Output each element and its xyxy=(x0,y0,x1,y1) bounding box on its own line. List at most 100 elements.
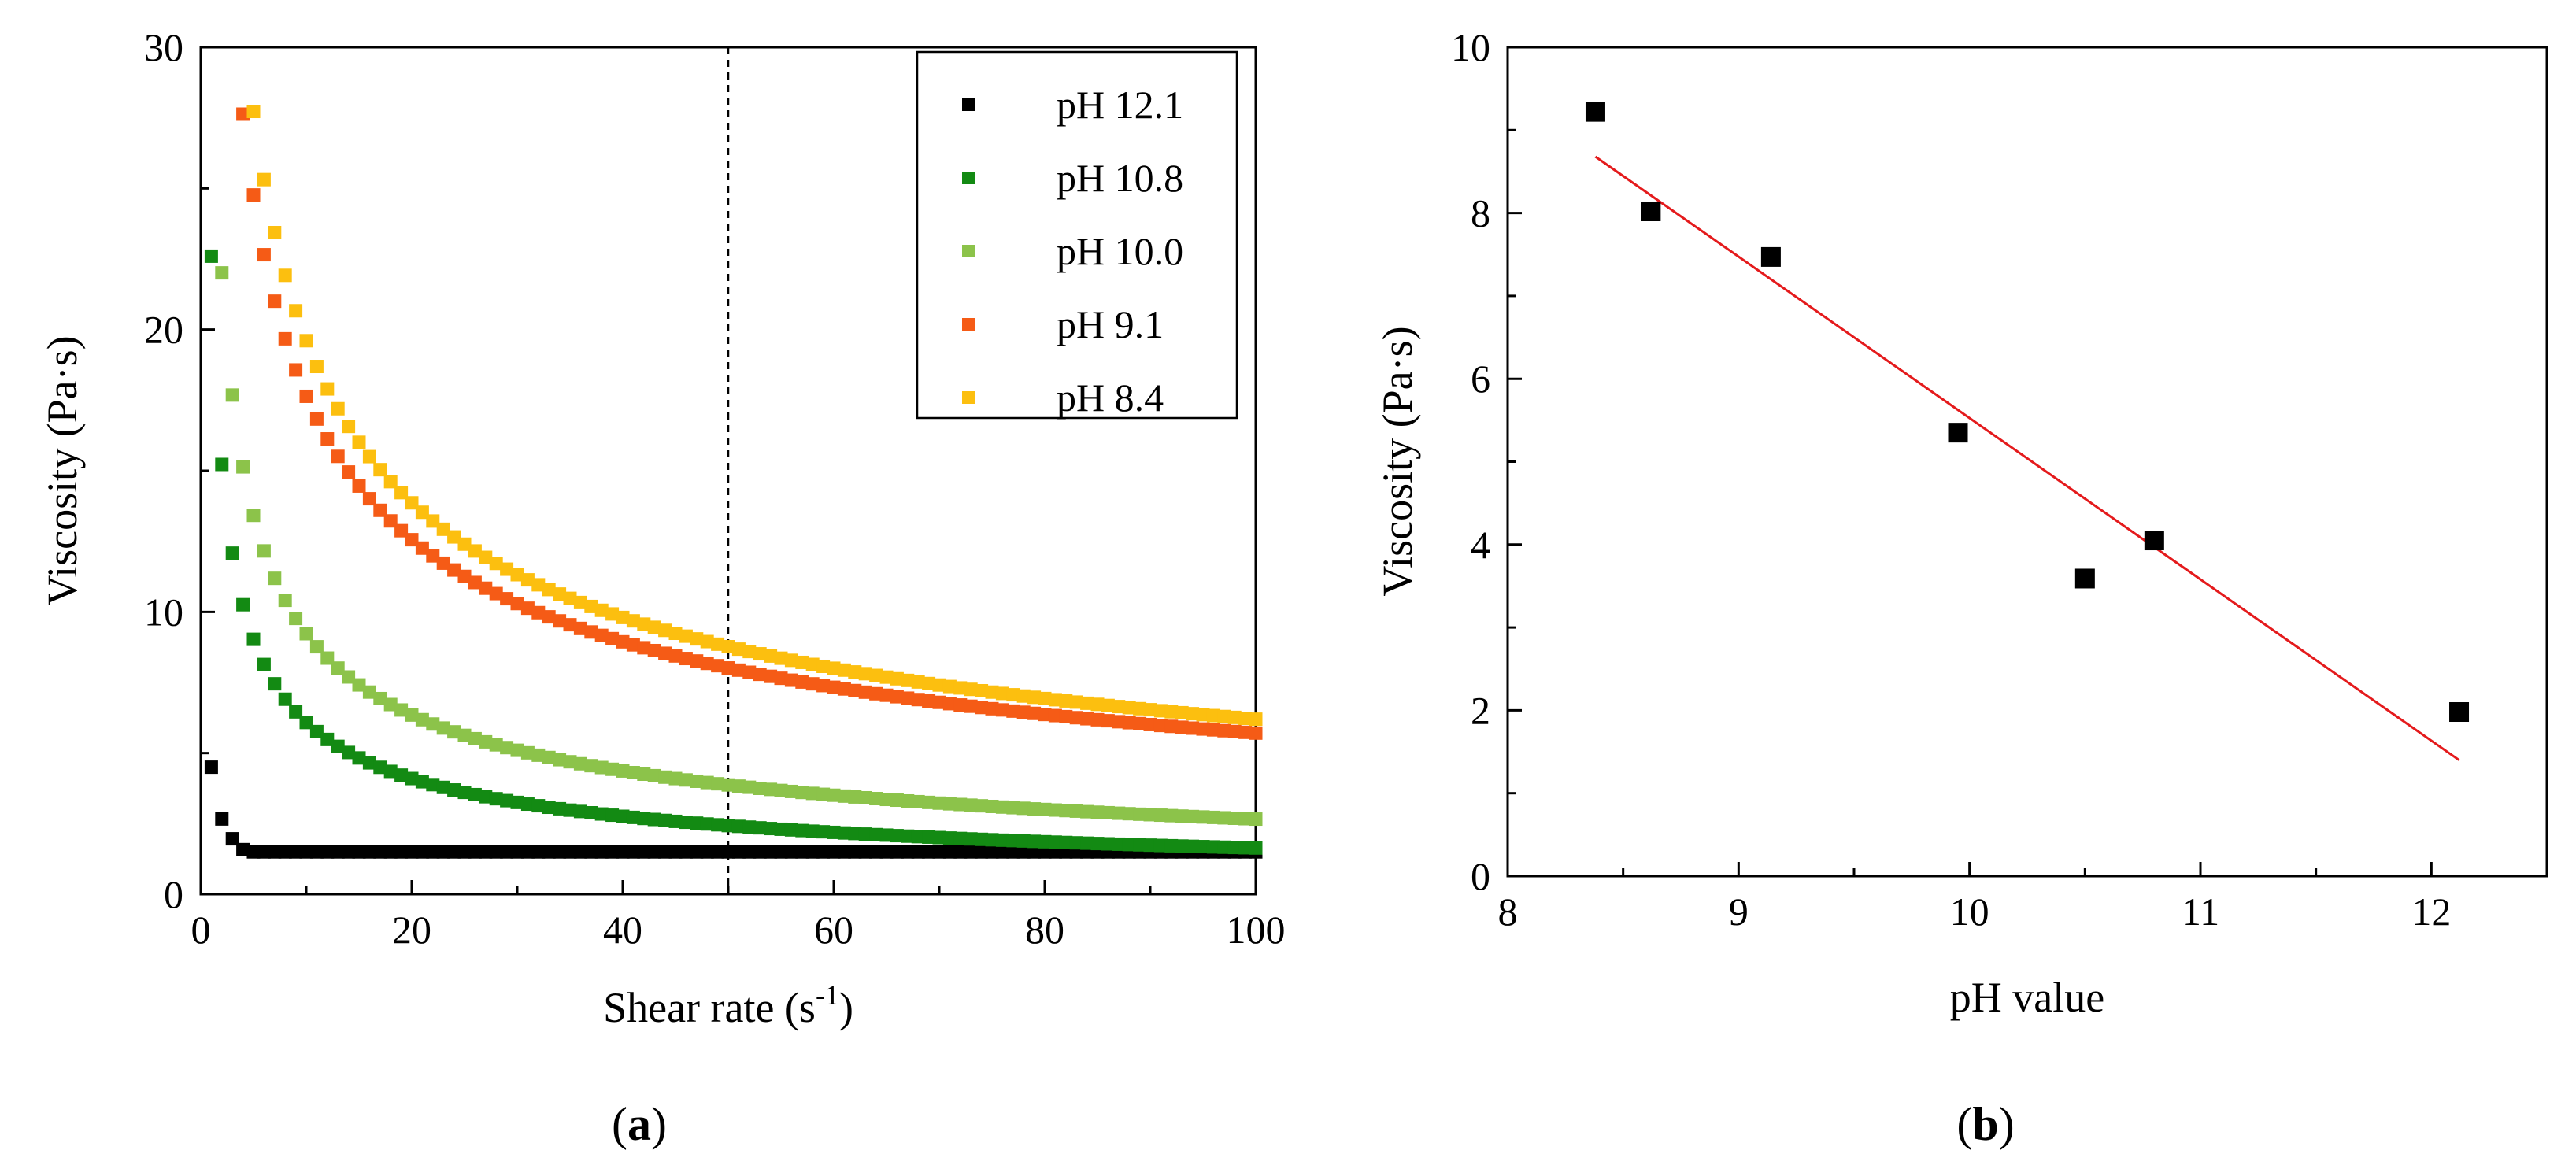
series-2-point xyxy=(911,794,925,808)
series-0-point xyxy=(721,845,735,859)
series-0-point xyxy=(700,845,714,859)
series-4-point xyxy=(890,671,904,686)
series-2-point xyxy=(858,790,872,804)
series-0-point xyxy=(415,845,429,859)
data-point xyxy=(1585,102,1605,122)
series-3-point xyxy=(1038,708,1052,722)
series-3-point xyxy=(700,657,714,671)
series-3-point xyxy=(373,503,387,517)
series-1-point xyxy=(626,810,640,824)
series-3-point xyxy=(383,514,398,528)
series-1-point xyxy=(1164,838,1179,853)
series-3-point xyxy=(858,685,872,699)
panel-a-y-axis-label: Viscosity (Pa·s) xyxy=(39,335,86,605)
series-0-point xyxy=(774,845,788,859)
series-4-point xyxy=(690,632,704,646)
legend-frame xyxy=(916,50,1238,420)
series-1-point xyxy=(1027,834,1042,849)
series-4-point xyxy=(299,334,313,348)
series-4-point xyxy=(764,649,778,663)
series-4-point xyxy=(426,514,440,528)
series-3-point xyxy=(436,556,450,570)
series-0-point xyxy=(605,845,620,859)
series-0-point xyxy=(985,845,999,859)
series-3-point xyxy=(753,668,767,682)
series-2-point xyxy=(1006,801,1020,815)
series-4-point xyxy=(616,610,630,624)
series-4-point xyxy=(742,645,757,659)
y-tick-label: 6 xyxy=(1471,357,1490,401)
series-0-point xyxy=(795,845,809,859)
panel-a-data-points xyxy=(204,105,1263,859)
series-4-point xyxy=(1186,707,1200,721)
series-1-point xyxy=(795,823,809,838)
series-1-point xyxy=(394,768,409,782)
series-4-point xyxy=(975,683,989,697)
series-3-point xyxy=(1048,708,1062,723)
series-2-point xyxy=(309,640,324,654)
series-0-point xyxy=(426,845,440,859)
series-4-point xyxy=(1016,689,1031,703)
series-4-point xyxy=(658,623,672,638)
series-4-point xyxy=(700,634,714,649)
series-2-point xyxy=(573,756,587,771)
series-1-point xyxy=(942,831,957,845)
series-1-point xyxy=(479,790,493,804)
series-0-point xyxy=(901,845,915,859)
panel-a-label: (a) xyxy=(612,1098,667,1150)
series-1-point xyxy=(805,824,820,838)
series-3-point xyxy=(784,673,798,687)
series-3-point xyxy=(816,679,831,693)
series-2-point xyxy=(869,792,883,806)
series-1-point xyxy=(690,816,704,830)
series-1-point xyxy=(1016,834,1031,848)
panel-b-plot-frame xyxy=(1506,46,2548,878)
series-4-point xyxy=(447,530,461,544)
series-4-point xyxy=(995,686,1009,701)
series-2-point xyxy=(637,767,651,781)
series-2-point xyxy=(679,773,693,787)
series-3-point xyxy=(742,665,757,679)
series-4-point xyxy=(1048,693,1062,707)
series-1-point xyxy=(299,716,313,730)
series-0-point xyxy=(225,832,239,846)
series-1-point xyxy=(858,827,872,841)
panel-a-x-ticks: 0 20 40 60 80 100 xyxy=(191,880,1286,952)
series-0-point xyxy=(805,845,820,859)
series-1-point xyxy=(352,751,366,765)
series-0-point xyxy=(742,845,757,859)
legend-label: pH 8.4 xyxy=(1057,375,1164,420)
series-4-point xyxy=(531,578,546,592)
panel-b-fit-line xyxy=(1594,155,2460,761)
series-4-point xyxy=(394,486,409,500)
series-3-point xyxy=(479,581,493,595)
data-point xyxy=(2449,702,2470,723)
series-4-point xyxy=(858,667,872,681)
series-2-point xyxy=(510,743,524,757)
series-1-point xyxy=(405,771,419,786)
panel-a-y-ticks: 0 10 20 30 xyxy=(144,25,215,916)
series-2-point xyxy=(837,789,851,803)
series-2-point xyxy=(1101,805,1115,819)
series-4-point xyxy=(1122,701,1136,715)
series-2-point xyxy=(383,697,398,712)
series-3-point xyxy=(268,294,282,309)
series-1-point xyxy=(774,822,788,836)
series-3-point xyxy=(626,638,640,652)
series-3-point xyxy=(1059,709,1073,723)
series-0-point xyxy=(236,842,250,856)
series-0-point xyxy=(299,845,313,859)
series-0-point xyxy=(731,845,746,859)
series-3-point xyxy=(1027,706,1042,720)
series-0-point xyxy=(246,845,261,859)
series-2-point xyxy=(268,571,282,586)
series-2-point xyxy=(731,779,746,793)
series-2-point xyxy=(225,388,239,402)
series-3-point xyxy=(584,625,598,639)
series-4-point xyxy=(584,599,598,613)
series-1-point xyxy=(289,705,303,719)
x-tick-label: 20 xyxy=(392,908,431,952)
series-2-point xyxy=(742,780,757,794)
series-1-point xyxy=(436,780,450,794)
series-1-point xyxy=(268,677,282,691)
